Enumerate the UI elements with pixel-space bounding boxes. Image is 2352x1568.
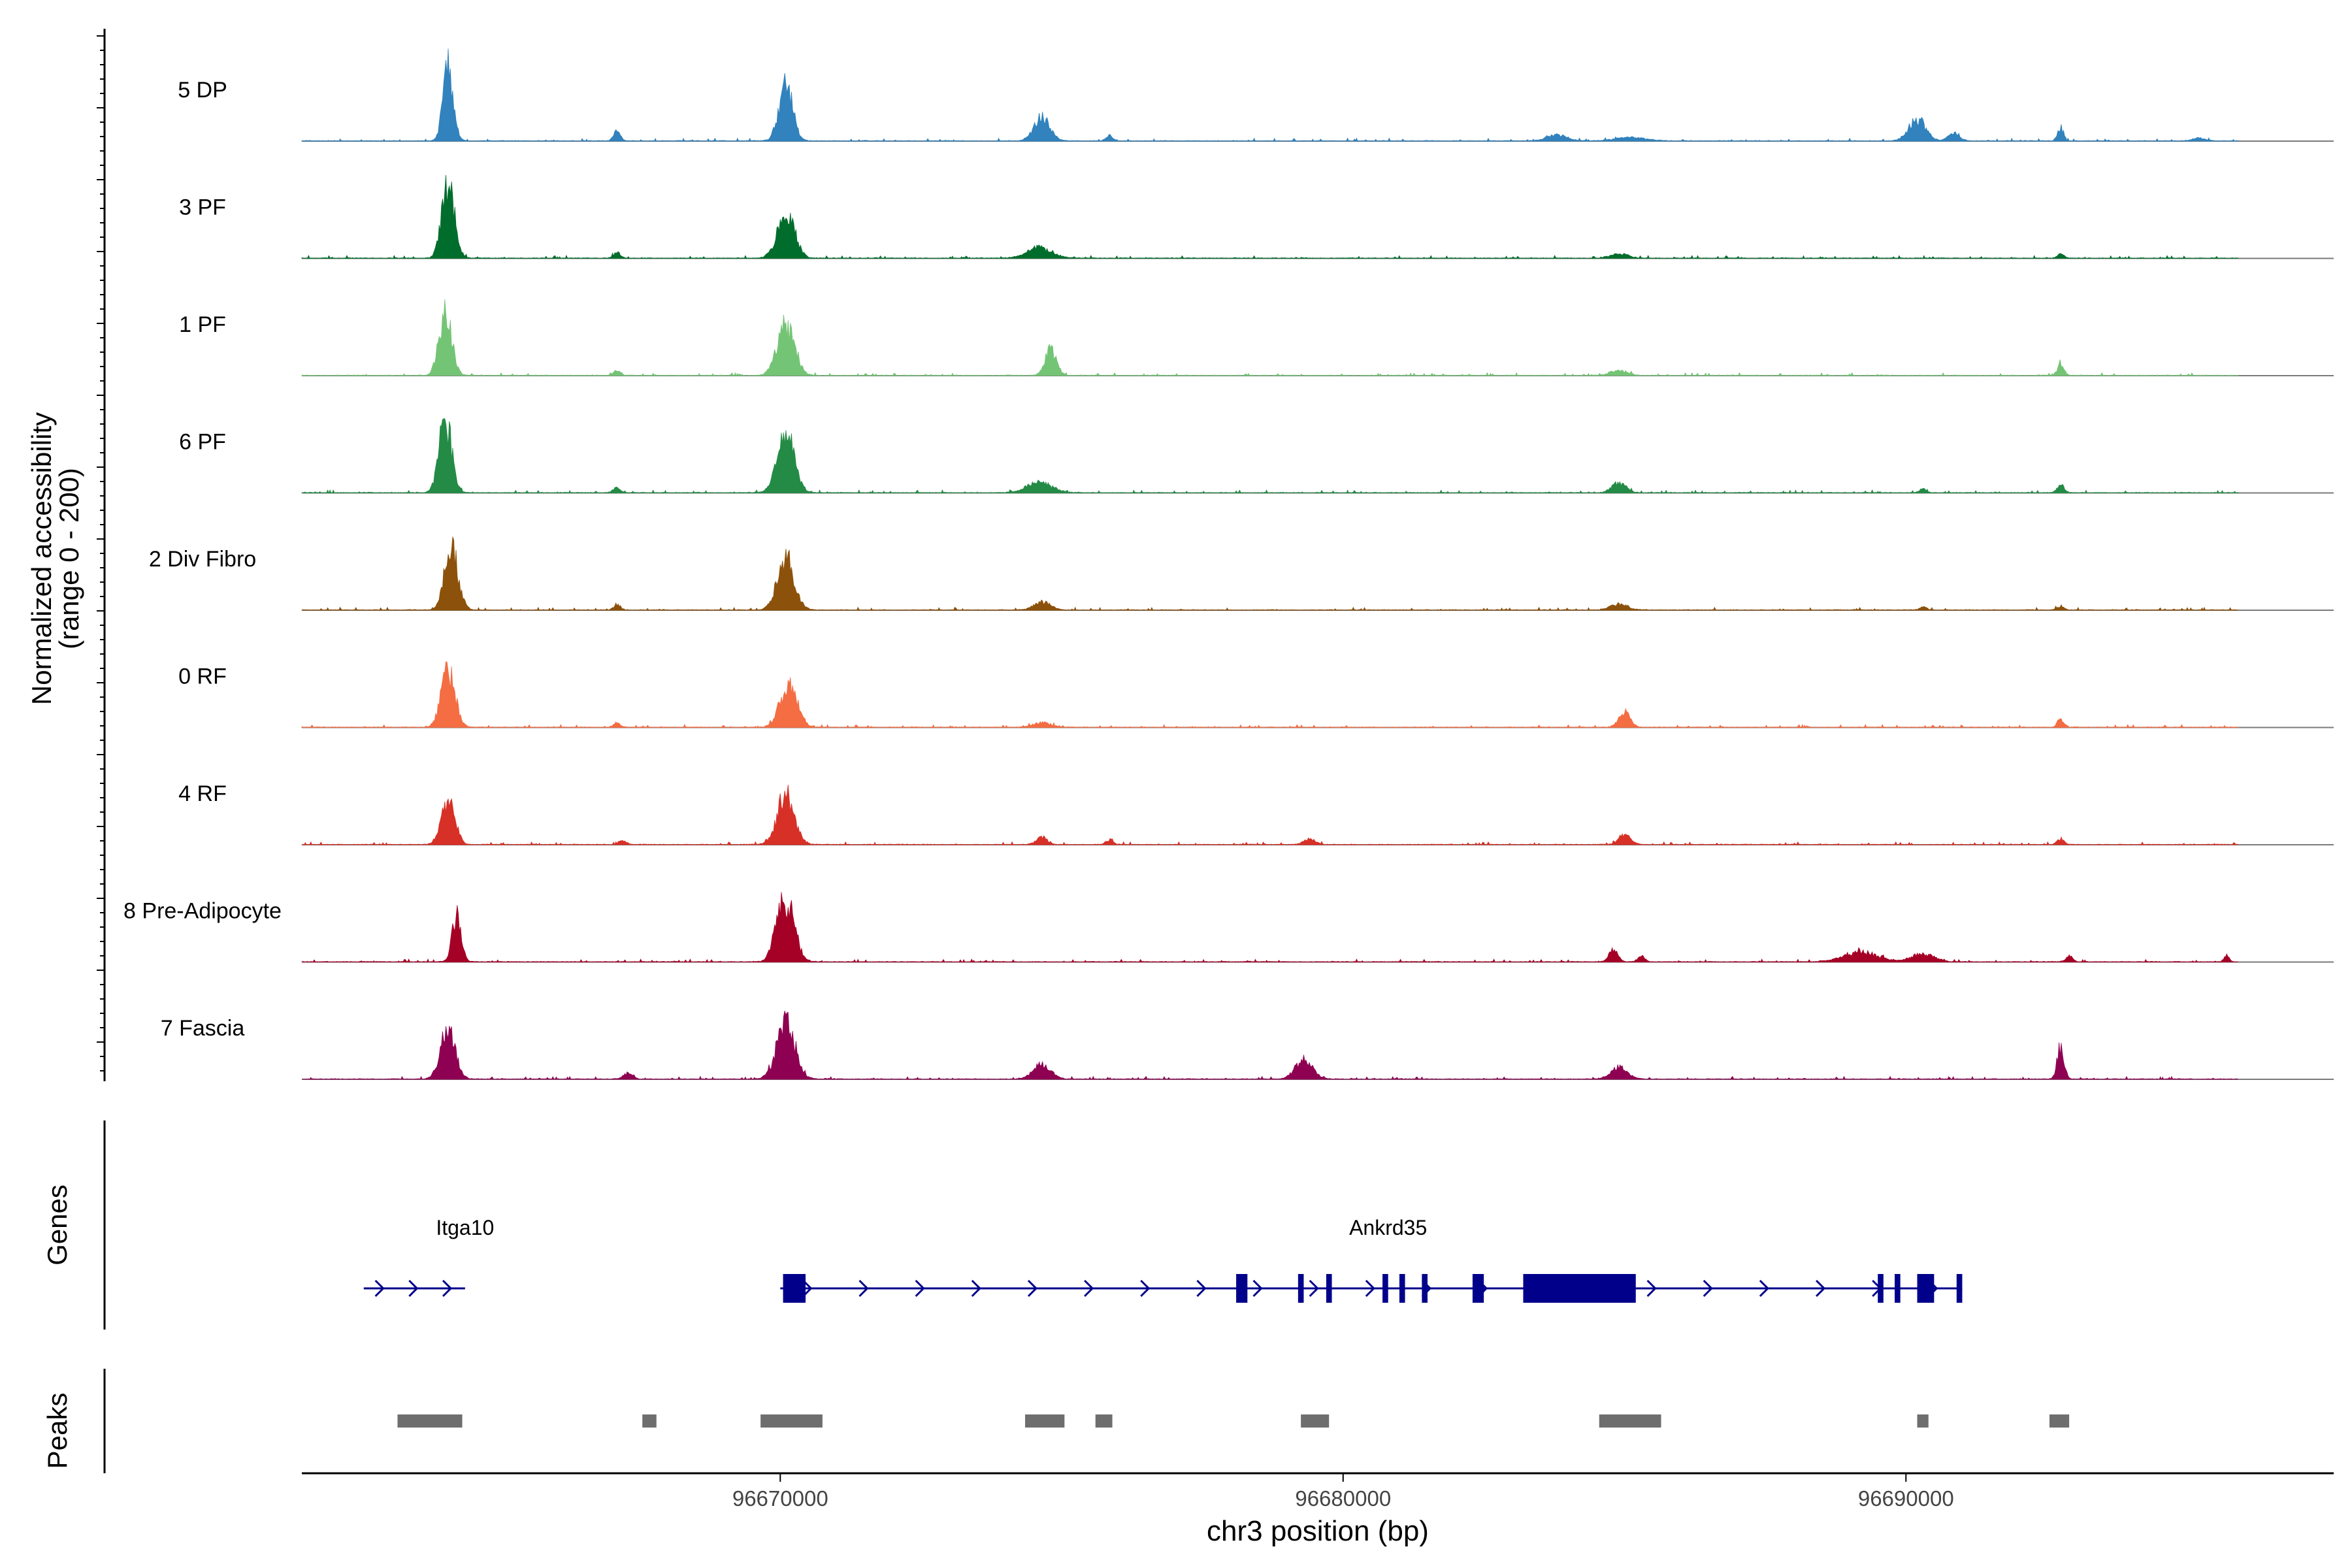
peak-region	[760, 1414, 823, 1428]
exon-block	[783, 1274, 806, 1303]
strand-arrow	[858, 1279, 869, 1298]
track-6-pf	[301, 418, 2334, 494]
coverage-area	[301, 174, 2238, 259]
track-0-rf	[301, 661, 2334, 728]
coverage-area	[301, 1011, 2238, 1080]
coverage-area	[301, 299, 2238, 376]
strand-arrow	[802, 1279, 813, 1298]
exon-block	[1422, 1274, 1428, 1303]
exon-block	[1878, 1274, 1884, 1303]
exon-block	[1382, 1274, 1388, 1303]
exon-block	[1326, 1274, 1332, 1303]
strand-arrow	[408, 1279, 419, 1298]
peak-region	[1095, 1414, 1113, 1428]
coverage-area	[301, 785, 2238, 845]
strand-arrow	[1084, 1279, 1094, 1298]
peak-region	[1917, 1414, 1929, 1428]
strand-arrow	[971, 1279, 981, 1298]
track-label: 3 PF	[179, 195, 226, 220]
strand-arrow	[1309, 1279, 1319, 1298]
peak-region	[1599, 1414, 1661, 1428]
gene-name: Ankrd35	[1349, 1216, 1427, 1239]
coverage-tracks	[301, 48, 2334, 1080]
track-8-pre-adipocyte	[301, 892, 2334, 963]
peak-region	[397, 1414, 463, 1428]
track-label: 2 Div Fibro	[149, 547, 256, 572]
exon-block	[1399, 1274, 1405, 1303]
track-3-pf	[301, 174, 2334, 259]
strand-arrow	[1365, 1279, 1375, 1298]
strand-arrow	[374, 1279, 385, 1298]
x-axis-title: chr3 position (bp)	[1207, 1515, 1429, 1547]
genes-track-label: Genes	[42, 1184, 73, 1266]
x-tick-label: 96670000	[732, 1486, 828, 1511]
exon-block	[1523, 1274, 1636, 1303]
peak-region	[642, 1414, 657, 1428]
track-7-fascia	[301, 1011, 2334, 1080]
peaks-track-label: Peaks	[42, 1393, 73, 1469]
strand-arrow	[1252, 1279, 1263, 1298]
track-label: 0 RF	[178, 664, 227, 689]
track-5-dp	[301, 48, 2334, 142]
strand-arrow	[915, 1279, 925, 1298]
track-label: 1 PF	[179, 312, 226, 337]
strand-arrow	[442, 1279, 453, 1298]
exon-block	[1472, 1274, 1484, 1303]
coverage-area	[301, 418, 2238, 494]
peak-region	[1301, 1414, 1330, 1428]
x-tick-label: 96680000	[1295, 1486, 1391, 1511]
strand-arrow	[1759, 1279, 1770, 1298]
gene-name: Itga10	[436, 1216, 494, 1239]
track-2-div-fibro	[301, 536, 2334, 611]
track-label: 8 Pre-Adipocyte	[123, 899, 282, 924]
x-axis: 96670000 96680000 96690000	[302, 1472, 2334, 1511]
track-labels: 5 DP 3 PF 1 PF 6 PF 2 Div Fibro 0 RF 4 RF 8 Pre…	[123, 78, 282, 1041]
x-tick-label: 96690000	[1858, 1486, 1954, 1511]
exon-block	[1236, 1274, 1248, 1303]
track-label: 5 DP	[178, 78, 227, 103]
track-label: 7 Fascia	[161, 1016, 245, 1041]
exon-block	[1298, 1274, 1304, 1303]
coverage-area	[301, 892, 2238, 963]
strand-arrow	[1646, 1279, 1657, 1298]
peak-region	[1025, 1414, 1065, 1428]
y-axis-range-label: (range 0 - 200)	[54, 468, 84, 649]
strand-arrow	[1140, 1279, 1151, 1298]
peak-region	[2049, 1414, 2070, 1428]
track-4-rf	[301, 785, 2334, 845]
exon-block	[1917, 1274, 1935, 1303]
track-label: 6 PF	[179, 430, 226, 455]
peaks-track	[397, 1414, 2070, 1428]
strand-arrow	[1027, 1279, 1038, 1298]
track-1-pf	[301, 299, 2334, 376]
strand-arrow	[1196, 1279, 1207, 1298]
exon-block	[1956, 1274, 1963, 1303]
exon-block	[1895, 1274, 1901, 1303]
strand-arrow	[1703, 1279, 1713, 1298]
coverage-area	[301, 661, 2238, 728]
coverage-area	[301, 536, 2238, 611]
genes-track: Itga10 Ankrd35	[363, 1216, 1963, 1303]
left-axes	[97, 29, 106, 1473]
strand-arrow	[1815, 1279, 1826, 1298]
y-axis-title: Normalized accessibility	[26, 412, 57, 705]
track-label: 4 RF	[178, 781, 227, 806]
coverage-area	[301, 48, 2238, 142]
